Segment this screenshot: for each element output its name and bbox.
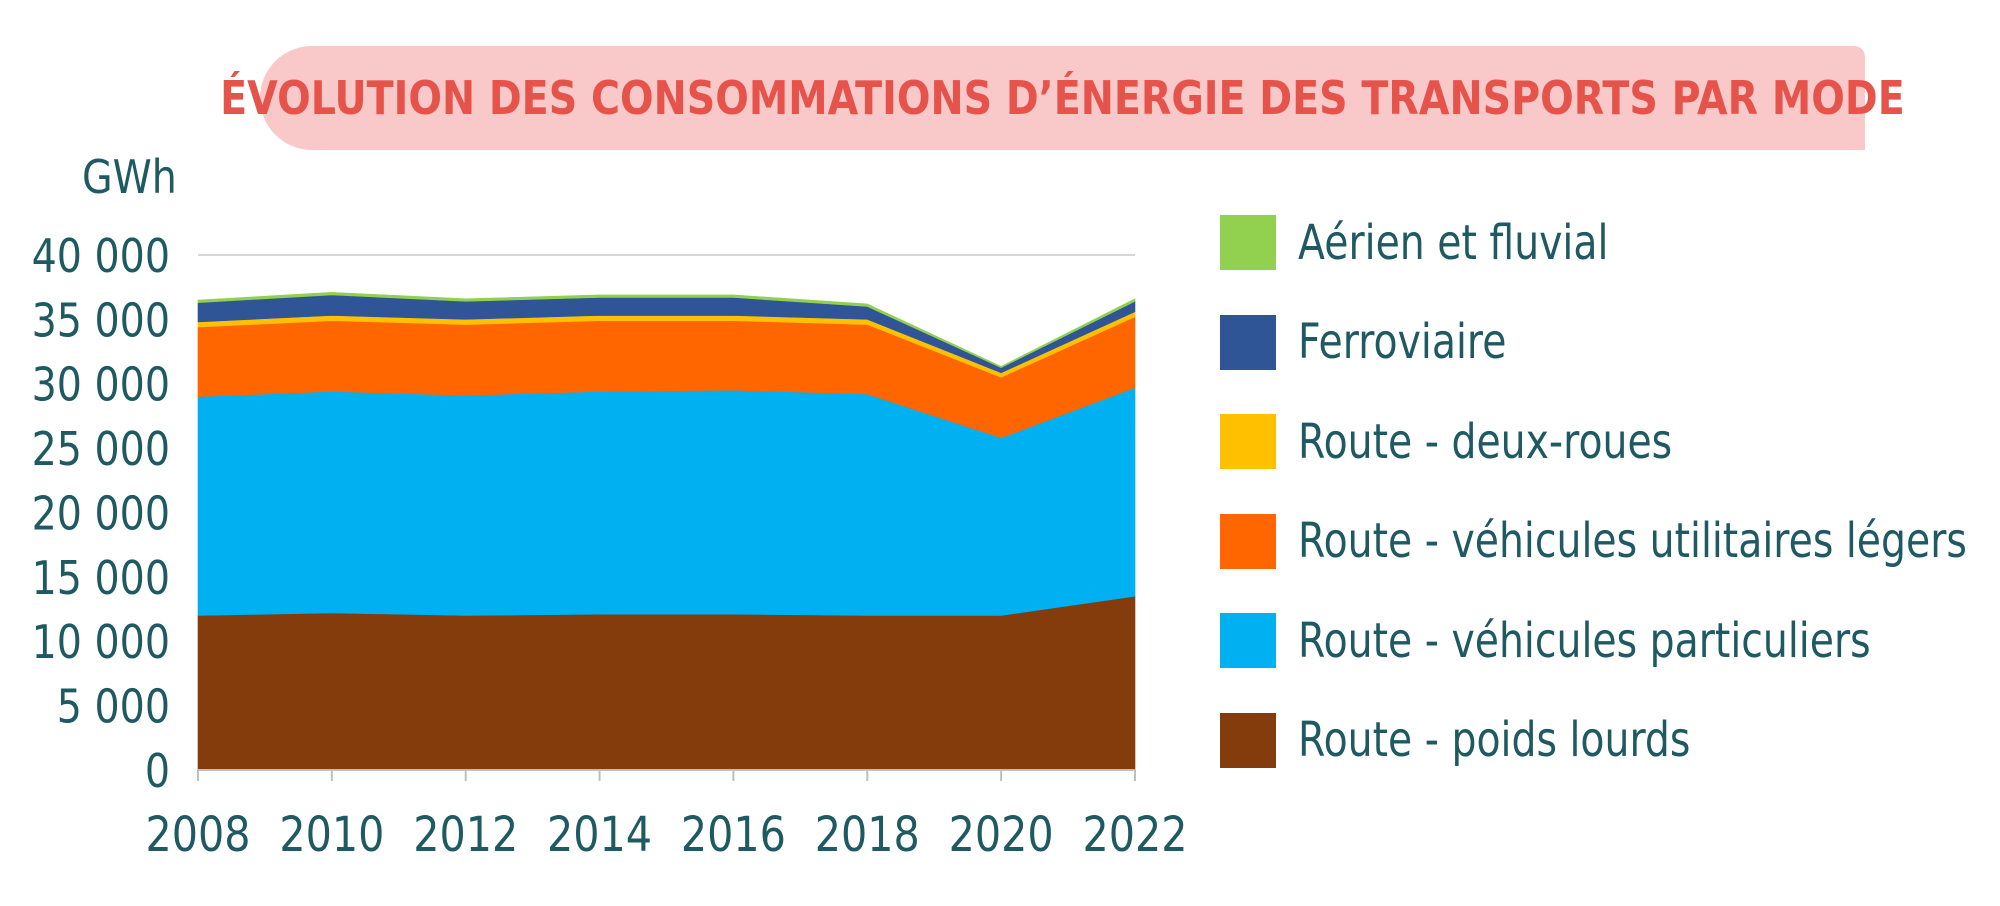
y-tick-label: 25 000 [32,423,170,477]
x-tick-label: 2020 [949,806,1054,863]
axes: 0 5 000 10 000 15 000 20 000 25 000 30 000 35 0… [32,230,1188,863]
x-tick-label: 2016 [681,806,786,863]
x-tick-label: 2010 [279,806,384,863]
x-tick-label: 2008 [145,806,250,863]
legend-label: Route - véhicules utilitaires légers [1298,513,1967,570]
y-tick-label: 15 000 [32,552,170,606]
legend-label: Route - véhicules particuliers [1298,612,1871,669]
y-tick-label: 5 000 [57,681,170,735]
area-layers [197,292,1136,771]
legend-item: Route - véhicules particuliers [1220,612,2000,669]
y-tick-label: 10 000 [32,616,170,670]
y-tick-label: 35 000 [32,295,170,349]
x-tick-label: 2012 [413,806,518,863]
area-a-rien-et-fluvial [197,292,1136,368]
legend-label: Aérien et fluvial [1298,214,1609,271]
legend-label: Route - poids lourds [1298,712,1691,769]
legend-swatch [1220,314,1276,370]
legend-swatch [1220,613,1276,669]
legend-swatch [1220,215,1276,270]
legend-swatch [1220,414,1276,470]
chart-title: ÉVOLUTION DES CONSOMMATIONS D’ÉNERGIE DE… [220,71,1905,125]
y-tick-label: 0 [145,745,170,799]
y-tick-label: 40 000 [32,230,170,284]
legend: Aérien et fluvial Ferroviaire Route - de… [1220,215,2000,813]
legend-item: Route - véhicules utilitaires légers [1220,513,2000,570]
legend-item: Route - deux-roues [1220,413,2000,470]
y-tick-label: 20 000 [32,488,170,542]
legend-label: Route - deux-roues [1298,413,1673,470]
legend-label: Ferroviaire [1298,314,1507,371]
legend-item: Ferroviaire [1220,314,2000,371]
legend-swatch [1220,712,1276,768]
y-unit-label: GWh [82,151,177,205]
y-tick-label: 30 000 [32,359,170,413]
x-tick-label: 2014 [547,806,652,863]
area-route-poids-lourds [197,595,1136,771]
legend-item: Route - poids lourds [1220,712,2000,769]
legend-item: Aérien et fluvial [1220,214,2000,271]
x-tick-label: 2018 [815,806,920,863]
chart-title-banner: ÉVOLUTION DES CONSOMMATIONS D’ÉNERGIE DE… [220,46,1905,150]
x-tick-label: 2022 [1082,806,1187,863]
legend-swatch [1220,513,1276,569]
